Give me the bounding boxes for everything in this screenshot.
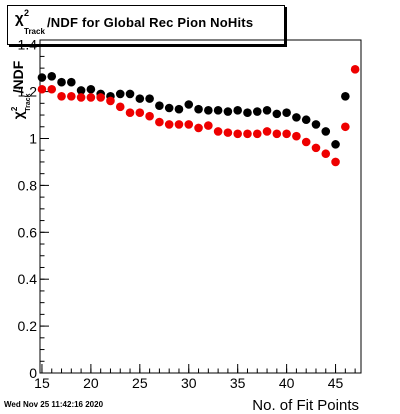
data-point-series-2 [341,122,350,132]
data-point-series-1 [47,72,57,81]
data-point-series-1 [311,120,321,129]
data-point-series-1 [272,109,282,119]
data-point-series-1 [174,104,184,114]
data-point-series-1 [292,113,301,122]
timestamp: Wed Nov 25 11:42:16 2020 [4,400,104,409]
data-point-series-1 [213,106,223,115]
data-point-series-1 [125,89,135,99]
data-point-series-1 [135,94,145,103]
data-point-series-1 [86,84,96,94]
title-chi-symbol: χ 2 Track [15,8,45,36]
data-point-series-2 [292,131,301,141]
data-point-series-1 [204,106,213,115]
data-point-series-1 [341,91,350,101]
data-point-series-2 [331,157,340,167]
data-point-series-1 [301,115,311,125]
data-point-series-2 [282,129,291,139]
y-tick-label: 0 [29,365,37,381]
data-point-series-2 [96,93,105,102]
data-point-series-1 [115,89,125,99]
data-point-series-2 [233,129,242,139]
x-tick-label: 35 [230,375,246,391]
y-axis-label-part: χ [10,111,26,119]
x-tick-label: 15 [34,375,50,391]
chart-title: /NDF for Global Rec Pion NoHits [47,15,254,30]
data-point-series-1 [331,140,340,149]
data-point-series-2 [76,93,86,102]
data-point-series-1 [57,77,66,87]
y-tick-label: 1.2 [18,84,38,100]
title-chi: χ [15,10,24,27]
y-tick-label: 0.6 [18,224,38,240]
data-point-series-2 [164,120,174,129]
data-point-series-1 [243,108,252,117]
data-point-series-1 [155,101,164,110]
data-point-series-2 [67,91,76,101]
y-tick-label: 1.4 [18,37,38,53]
title-chi-sub: Track [24,27,45,36]
y-tick-label: 0.2 [18,318,38,334]
data-point-series-2 [243,129,252,139]
title-chi-sup: 2 [24,8,30,18]
data-point-series-1 [282,108,291,117]
x-tick-label: 20 [83,375,99,391]
data-point-series-2 [204,121,213,130]
y-axis-label-part: 2 [10,106,19,111]
data-point-series-2 [262,127,272,136]
y-tick-label: 1 [29,130,37,146]
data-point-series-1 [252,107,262,116]
y-axis-label-part: /NDF [10,60,26,93]
y-axis-label: χ2 Track/NDF [10,60,32,119]
data-point-series-1 [262,106,272,115]
data-point-series-2 [57,91,66,101]
data-point-series-1 [184,100,194,109]
data-point-series-2 [155,117,164,127]
data-point-series-2 [135,108,145,117]
data-point-series-2 [145,111,154,121]
data-point-series-1 [76,86,86,95]
data-point-series-2 [252,129,262,139]
x-axis-label: No. of Fit Points [252,397,359,414]
data-point-series-2 [86,93,96,102]
data-point-series-2 [106,96,115,106]
data-point-series-1 [67,77,76,87]
data-point-series-2 [37,84,47,94]
data-point-series-2 [115,102,125,112]
x-tick-label: 30 [181,375,197,391]
chart-title-box: χ 2 Track /NDF for Global Rec Pion NoHits [7,5,285,45]
data-point-series-1 [164,103,174,113]
data-point-series-2 [174,120,184,129]
y-tick-label: 0.4 [18,271,38,287]
data-point-series-2 [194,123,203,133]
data-point-series-1 [321,127,331,136]
data-point-series-1 [233,106,242,115]
x-tick-label: 25 [132,375,148,391]
data-point-series-1 [145,94,154,103]
y-axis-label-part: Track [25,93,32,111]
data-point-series-2 [272,129,282,139]
data-point-series-2 [213,127,223,136]
data-point-series-2 [311,143,321,153]
data-point-series-2 [223,128,233,137]
data-point-series-2 [301,137,311,147]
x-tick-label: 45 [328,375,344,391]
data-point-series-2 [184,120,194,129]
data-point-series-1 [194,104,203,114]
data-point-series-2 [125,108,135,117]
x-tick-label: 40 [279,375,295,391]
data-point-series-2 [47,84,57,94]
data-point-series-1 [223,107,233,116]
y-tick-label: 0.8 [18,177,38,193]
plot-frame [39,39,362,374]
data-point-series-1 [37,73,47,82]
data-point-series-2 [350,65,360,74]
data-point-series-2 [321,149,331,159]
